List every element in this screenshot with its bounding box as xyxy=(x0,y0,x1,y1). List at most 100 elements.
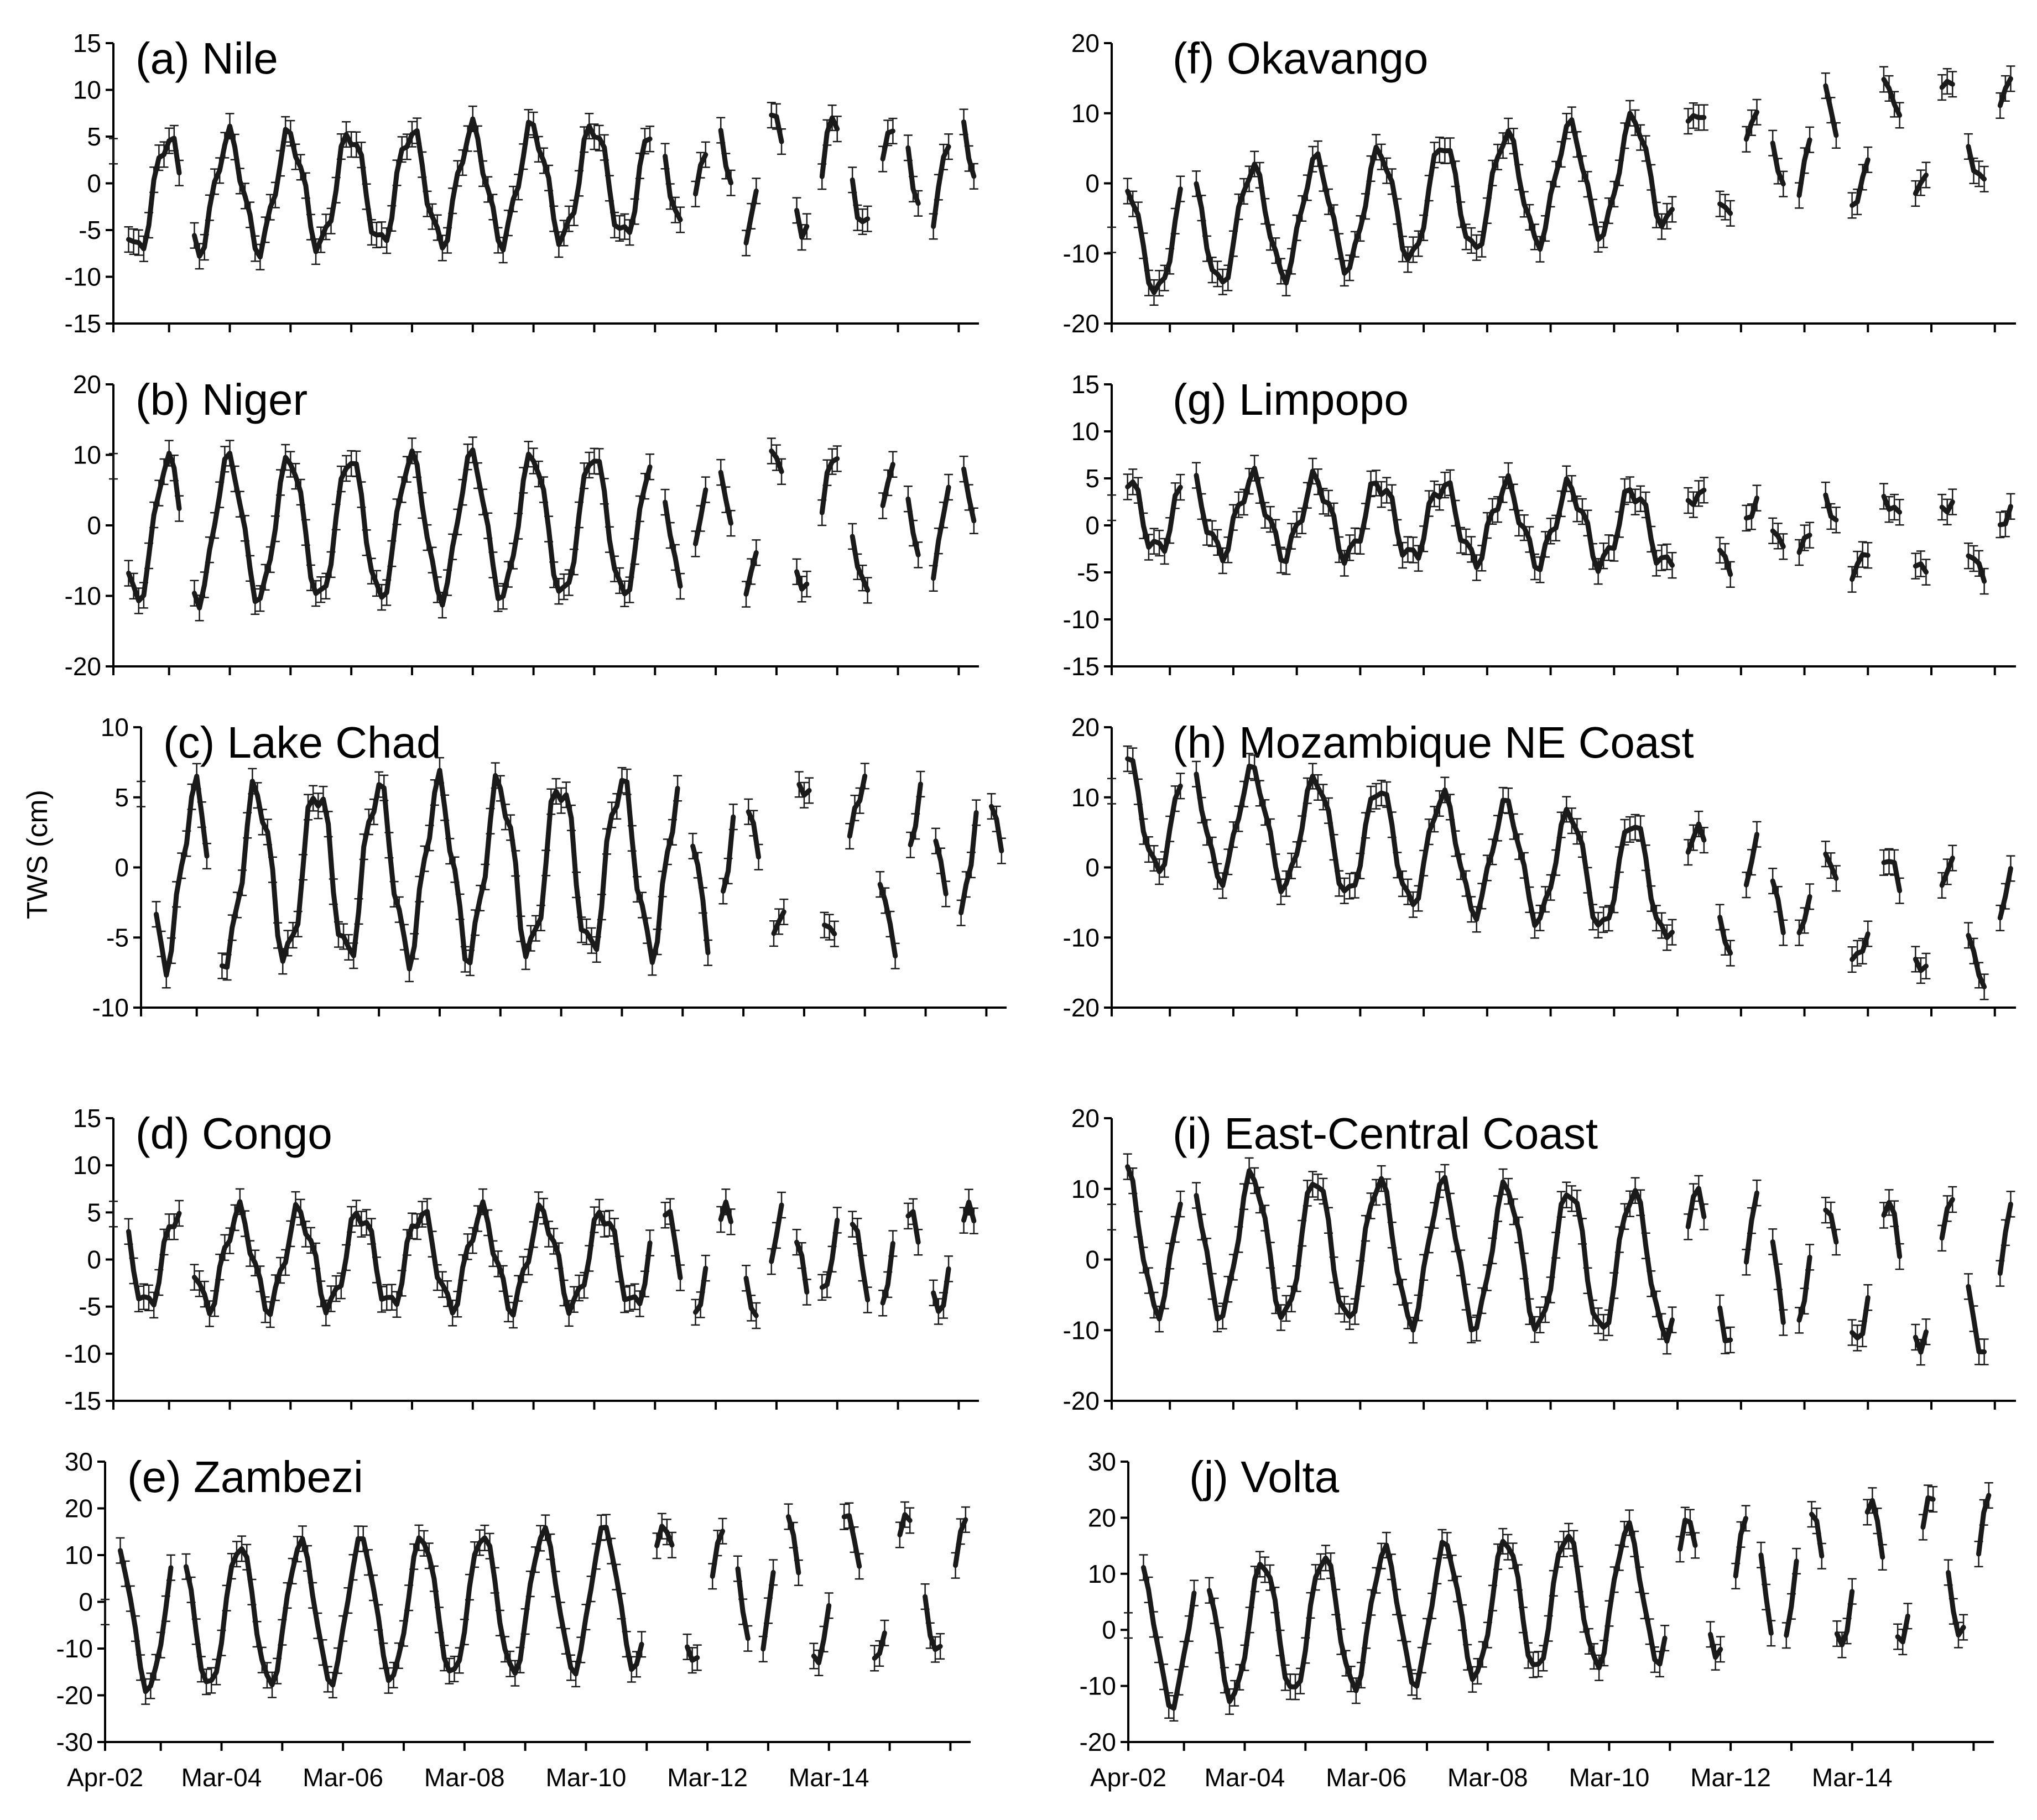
series-line xyxy=(794,207,810,240)
series-line xyxy=(880,1240,895,1306)
y-tick-label: 15 xyxy=(1071,370,1100,399)
series-line xyxy=(850,1222,871,1303)
series-line xyxy=(905,145,921,206)
y-tick-label: 10 xyxy=(101,713,129,742)
series-line xyxy=(1823,1207,1839,1245)
series-line xyxy=(794,569,810,592)
series-line xyxy=(908,781,923,848)
series-line xyxy=(1809,1511,1825,1559)
series-line xyxy=(1881,493,1903,515)
panel-e: -30 -20 -10 0 10 20 30 Apr-02 Mar-04 Mar-06 Mar-08… xyxy=(56,1447,971,1792)
y-tick-label: -15 xyxy=(1063,652,1100,681)
series-line xyxy=(989,804,1004,854)
y-tick-label: 30 xyxy=(65,1447,93,1476)
series-line xyxy=(1784,1558,1799,1638)
y-tick-label: -10 xyxy=(1063,605,1100,634)
panel-title: (d) Congo xyxy=(136,1109,332,1158)
series-line xyxy=(769,1202,784,1264)
series-line xyxy=(1881,1200,1903,1259)
series-line xyxy=(126,451,182,603)
series-line xyxy=(1939,1197,1955,1241)
series-line xyxy=(1194,466,1675,574)
series-line xyxy=(1717,915,1733,956)
series-line xyxy=(1708,1631,1723,1660)
x-tick-label: Apr-02 xyxy=(67,1763,143,1792)
series-line xyxy=(690,843,711,956)
y-tick-label: -10 xyxy=(1080,1672,1116,1701)
x-tick-label: Mar-14 xyxy=(1812,1763,1893,1792)
y-tick-label: 10 xyxy=(1071,1175,1100,1203)
series-line xyxy=(191,116,653,260)
series-line xyxy=(1125,1164,1183,1322)
series-line xyxy=(654,1524,675,1548)
series-line xyxy=(1677,1517,1698,1552)
series-line xyxy=(1743,832,1759,888)
series-line xyxy=(1770,1239,1786,1325)
series-line xyxy=(897,1512,913,1537)
series-line xyxy=(191,1199,653,1318)
series-line xyxy=(1194,111,1675,286)
panel-f: -20 -10 0 10 20 (f) Okavango xyxy=(1063,29,2016,338)
y-tick-label: -5 xyxy=(79,216,101,244)
series-line xyxy=(1743,109,1759,142)
panel-a: -15 -10 -5 0 5 10 15 (a) Nile xyxy=(65,29,979,338)
series-line xyxy=(1717,547,1733,577)
series-line xyxy=(819,456,840,515)
y-tick-label: 10 xyxy=(73,76,101,105)
series-line xyxy=(735,1566,751,1641)
series-line xyxy=(1913,173,1929,196)
series-line xyxy=(1743,496,1759,521)
series-line xyxy=(1194,763,1675,940)
y-tick-label: -10 xyxy=(1063,239,1100,268)
series-line xyxy=(1685,487,1707,508)
y-tick-label: 30 xyxy=(1088,1447,1116,1476)
series-line xyxy=(663,154,683,222)
series-line xyxy=(961,1200,977,1224)
panel-b: -20 -10 0 10 20 (b) Niger xyxy=(65,370,979,681)
series-line xyxy=(1770,878,1786,936)
series-line xyxy=(1966,553,1987,584)
series-line xyxy=(850,534,871,593)
panel-title: (h) Mozambique NE Coast xyxy=(1173,718,1694,767)
series-line xyxy=(710,1529,725,1579)
y-tick-label: 5 xyxy=(114,783,129,812)
series-line xyxy=(1939,499,1955,515)
x-tick-label: Mar-04 xyxy=(1205,1763,1285,1792)
series-line xyxy=(685,1644,700,1663)
series-line xyxy=(743,188,759,246)
y-tick-label: -5 xyxy=(106,923,129,952)
panel-h: -20 -10 0 10 20 (h) Mozambique NE Coast xyxy=(1063,713,2016,1022)
series-line xyxy=(126,135,182,252)
series-line xyxy=(743,550,759,597)
series-line xyxy=(796,781,812,798)
y-tick-label: 0 xyxy=(79,1588,93,1616)
series-line xyxy=(1939,856,1955,888)
series-line xyxy=(1823,83,1839,138)
y-tick-label: -10 xyxy=(1063,1316,1100,1344)
y-tick-label: 5 xyxy=(87,122,101,151)
y-tick-label: 0 xyxy=(1085,853,1100,882)
series-line xyxy=(1685,821,1707,855)
y-tick-label: 0 xyxy=(1085,511,1100,540)
panel-c: -10 -5 0 5 10 (c) Lake Chad xyxy=(92,713,1007,1022)
series-line xyxy=(931,484,951,581)
y-tick-label: 10 xyxy=(1071,417,1100,446)
series-line xyxy=(1997,865,2013,921)
series-line xyxy=(1966,1284,1987,1354)
x-tick-label: Mar-06 xyxy=(303,1763,383,1792)
y-tick-label: 20 xyxy=(1071,29,1100,58)
series-line xyxy=(219,768,680,972)
y-tick-label: -5 xyxy=(1077,558,1100,587)
y-tick-label: 0 xyxy=(1085,169,1100,198)
series-line xyxy=(1946,1570,1966,1638)
y-tick-label: -10 xyxy=(1063,923,1100,952)
y-tick-label: -30 xyxy=(56,1728,93,1756)
y-tick-label: 0 xyxy=(87,511,101,540)
series-line xyxy=(1913,561,1929,575)
series-line xyxy=(663,499,683,589)
series-line xyxy=(718,470,733,526)
y-axis-title: TWS (cm) xyxy=(22,790,54,919)
series-line xyxy=(154,774,210,978)
y-tick-label: 10 xyxy=(73,1151,101,1180)
series-line xyxy=(877,882,898,959)
